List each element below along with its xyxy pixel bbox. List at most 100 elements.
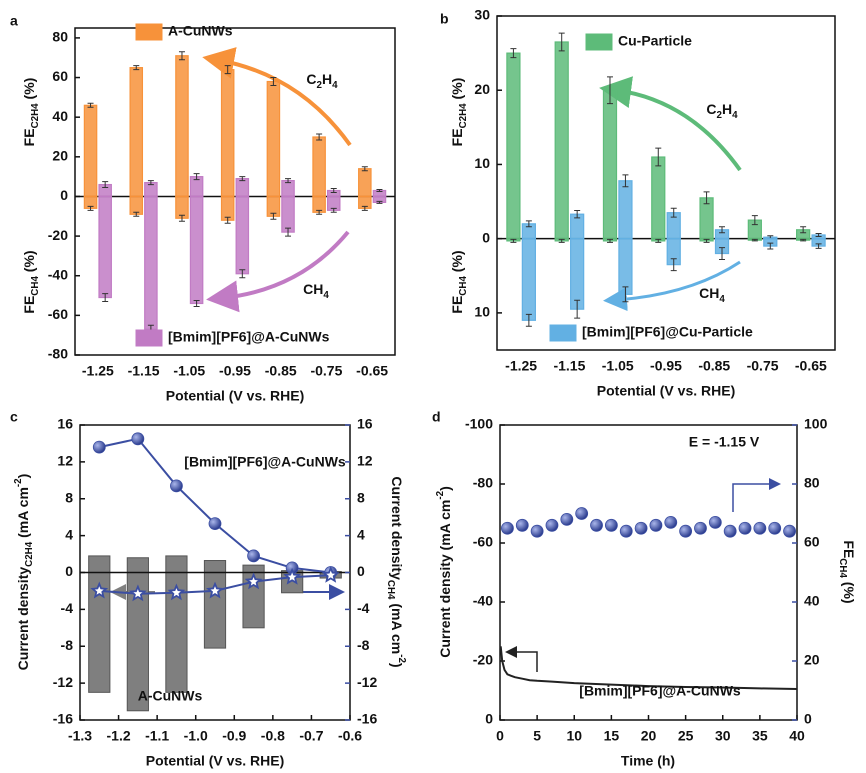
y-axis-label-part: (mA cm (15, 487, 31, 542)
x-tick-label: -1.05 (602, 358, 634, 374)
x-tick-label: -0.75 (310, 363, 342, 379)
error-bar (316, 133, 323, 141)
error-bar (606, 76, 613, 105)
data-point (90, 581, 109, 599)
error-bar (815, 232, 822, 237)
bar (235, 195, 250, 275)
bar (281, 195, 295, 233)
y-tick-label: -16 (53, 711, 73, 727)
bar (83, 104, 98, 198)
y-tick-label: -100 (465, 416, 493, 432)
annotation: CH4 (303, 281, 329, 301)
y-axis-label-part: C2H4 (30, 103, 41, 129)
error-bar (178, 51, 185, 61)
error-bar (800, 226, 807, 234)
error-bar (655, 238, 662, 243)
x-tick-label: -0.75 (747, 358, 779, 374)
panel-letter: d (432, 409, 441, 425)
error-bar (376, 200, 383, 204)
bar (129, 67, 144, 198)
y-axis-label-part: ) (437, 486, 453, 491)
y-tick-label: -60 (473, 534, 493, 550)
y-tick-label: 16 (57, 416, 73, 432)
error-bar (330, 207, 337, 213)
bar (235, 178, 250, 198)
annotation-part: 4 (332, 80, 338, 91)
error-bar (239, 176, 246, 182)
bar (242, 564, 265, 573)
bar (618, 180, 633, 240)
data-point (664, 515, 678, 529)
x-tick-label: -1.05 (173, 363, 205, 379)
error-bar (751, 238, 758, 242)
legend-label: A-CuNWs (168, 23, 233, 39)
error-bar (178, 214, 185, 222)
y-tick-label: 12 (357, 453, 373, 469)
annotation: [Bmim][PF6]@A-CuNWs (579, 683, 741, 699)
y-tick-label: -80 (48, 346, 68, 362)
data-point (634, 521, 648, 535)
y-axis-label-part: Current density (15, 567, 31, 671)
data-point (208, 517, 222, 531)
plot-frame (74, 27, 396, 356)
arrows (110, 47, 781, 672)
x-tick-label: 15 (604, 728, 620, 744)
x-axis-label: Potential (V vs. RHE) (597, 383, 735, 399)
x-axis-label: Time (h) (621, 753, 675, 769)
data-point (723, 524, 737, 538)
bar (165, 555, 188, 573)
y-axis-label-part: FE (449, 296, 465, 314)
panel-letter: b (440, 11, 449, 27)
y-tick-label: 12 (57, 453, 73, 469)
x-tick-label: -0.95 (650, 358, 682, 374)
error-bar (815, 243, 822, 249)
data-point (768, 521, 782, 535)
error-bar (376, 189, 383, 192)
y-tick-label: 60 (804, 534, 820, 550)
y-axis-label: Current density (mA cm-2) (435, 486, 453, 658)
bar (312, 136, 326, 198)
legend-label: [Bmim][PF6]@A-CuNWs (168, 329, 330, 345)
legend-label: Cu-Particle (618, 33, 692, 49)
y-tick-label: 60 (52, 68, 68, 84)
y2-axis-label: Current densityCH4 (mA cm-2) (385, 476, 407, 667)
error-bar (655, 147, 662, 167)
data-point (206, 581, 224, 599)
error-bar (622, 174, 629, 188)
y-tick-label: -8 (357, 637, 370, 653)
data-point (244, 572, 263, 590)
error-bar (270, 212, 277, 220)
y-axis-label-part: (%) (21, 78, 37, 104)
data-point (515, 518, 529, 532)
error-bar (670, 207, 677, 218)
y-tick-label: -20 (473, 652, 493, 668)
error-bar (510, 238, 517, 243)
y-tick-label: 4 (357, 526, 365, 542)
annotation-part: 4 (719, 294, 725, 305)
data-point (708, 515, 722, 529)
y-axis-label-part: (%) (449, 250, 465, 276)
y-tick-label: -4 (357, 600, 370, 616)
x-tick-label: -1.15 (128, 363, 160, 379)
y-axis-label-part: (%) (21, 250, 37, 276)
legend-swatch (585, 33, 613, 51)
y-axis-label-part: Current density (mA cm (437, 500, 453, 658)
y-axis-label: FECH4 (%) (21, 250, 41, 313)
x-tick-label: -1.25 (82, 363, 114, 379)
bar (189, 195, 204, 305)
annotation-part: CH (699, 285, 719, 301)
annotation: CH4 (699, 285, 725, 305)
data-point (170, 479, 183, 493)
error-bar (87, 102, 94, 108)
data-point (530, 524, 544, 538)
x-tick-label: -0.6 (338, 728, 362, 744)
y-tick-label: 0 (357, 563, 365, 579)
annotation: E = -1.15 V (689, 434, 760, 450)
x-tick-label: -0.95 (219, 363, 251, 379)
x-tick-label: 5 (533, 728, 541, 744)
y2-axis-label: FECH4 (%) (837, 540, 857, 603)
error-bar (510, 48, 517, 59)
x-tick-label: -0.85 (698, 358, 730, 374)
error-bar (193, 173, 200, 181)
x-tick-label: -1.3 (68, 728, 92, 744)
